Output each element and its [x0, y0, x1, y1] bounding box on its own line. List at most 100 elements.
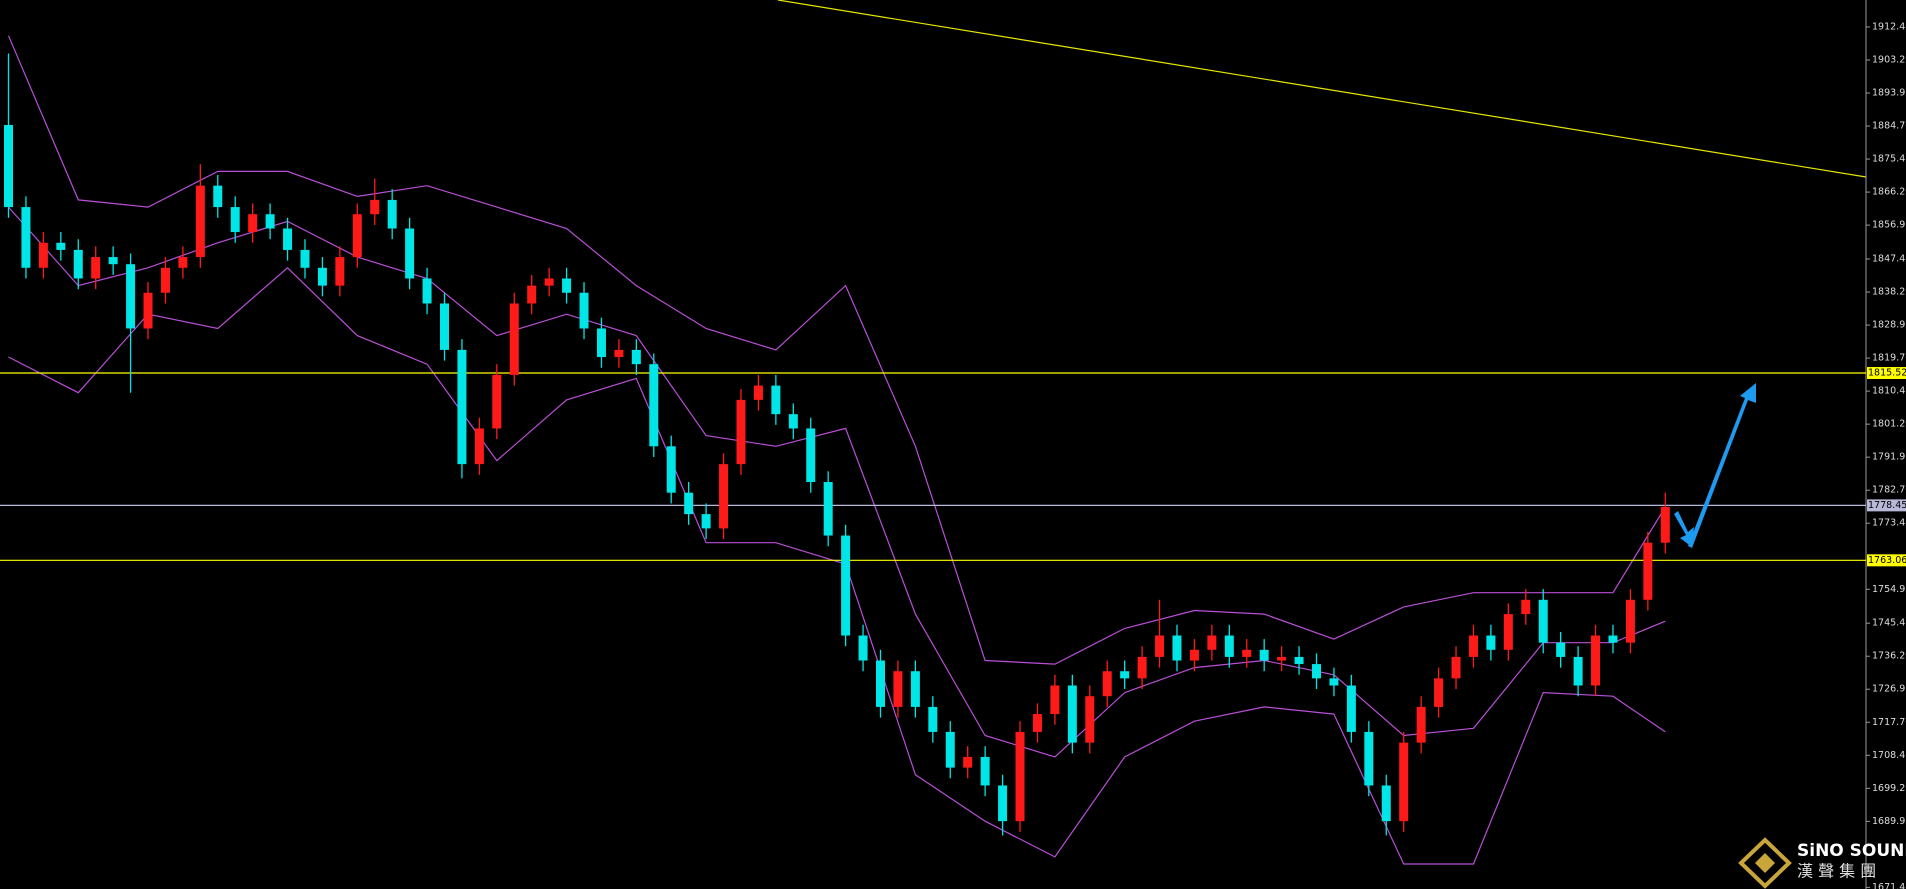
candle-body: [1312, 664, 1321, 679]
y-tick-label: 1838.20: [1872, 287, 1906, 298]
y-tick-label: 1699.20: [1872, 783, 1906, 794]
candle-body: [126, 264, 136, 329]
y-tick-label: 1847.45: [1872, 254, 1906, 265]
candle-body: [440, 303, 449, 350]
y-tick-label: 1708.45: [1872, 750, 1906, 761]
y-tick-label: 1866.20: [1872, 187, 1906, 198]
logo-brand: SiNO SOUND: [1797, 841, 1906, 861]
y-tick-label: 1773.45: [1872, 518, 1906, 529]
trend-line: [777, 0, 1867, 178]
candle-body: [283, 228, 293, 250]
level-label: 1815.52: [1868, 368, 1906, 379]
y-tick-label: 1782.70: [1872, 485, 1906, 496]
y-tick-label: 1671.45: [1872, 882, 1906, 889]
candle-body: [771, 385, 781, 415]
candle-body: [945, 731, 955, 768]
y-tick-label: 1856.95: [1872, 220, 1906, 231]
candle-body: [998, 785, 1008, 822]
candle-body: [317, 267, 327, 286]
candle-body: [1468, 635, 1478, 657]
candle-body: [1573, 656, 1583, 686]
candle-body: [719, 464, 729, 529]
candle-body: [1486, 635, 1496, 650]
logo-diamond-inner: [1755, 853, 1775, 873]
candle-body: [841, 535, 851, 636]
candle-body: [38, 242, 48, 268]
y-tick-label: 1903.20: [1872, 54, 1906, 65]
level-label-box: [1867, 499, 1906, 512]
candle-body: [143, 292, 153, 329]
arrow-up: [1688, 383, 1756, 548]
candle-body: [91, 257, 101, 279]
candle-body: [370, 199, 380, 215]
level-label-box: [1867, 367, 1906, 380]
candle-body: [963, 756, 973, 768]
candle-body: [1259, 649, 1269, 661]
y-tick-label: 1745.45: [1872, 618, 1906, 629]
candle-body: [579, 292, 589, 329]
arrow-down: [1674, 511, 1694, 547]
candle-body: [1329, 678, 1339, 686]
candle-body: [21, 207, 31, 268]
candle-body: [649, 364, 659, 447]
candle-body: [405, 228, 415, 279]
candle-body: [614, 349, 624, 358]
y-tick-label: 1736.20: [1872, 651, 1906, 662]
candle-body: [195, 185, 205, 258]
candle-body: [73, 249, 83, 279]
candle-body: [1050, 685, 1060, 715]
candle-body: [1346, 685, 1356, 732]
candle-body: [1381, 785, 1391, 822]
candle-body: [596, 328, 606, 358]
forecast-arrows: [1674, 383, 1756, 548]
candle-body: [701, 514, 711, 529]
level-label: 1778.45: [1868, 500, 1906, 511]
candle-body: [527, 285, 537, 304]
candle-body: [788, 414, 798, 429]
candle-body: [1102, 671, 1112, 697]
candle-body: [1207, 635, 1217, 650]
candle-body: [108, 257, 118, 265]
candle-body: [666, 446, 676, 493]
candle-body: [1521, 599, 1531, 615]
candle-body: [474, 428, 484, 465]
candle-body: [1399, 742, 1409, 822]
candle-body: [876, 660, 885, 707]
logo: SiNO SOUND 漢 聲 集 團: [1738, 837, 1906, 889]
candle-body: [562, 278, 572, 293]
candle-body: [457, 349, 467, 465]
candle-body: [736, 399, 746, 465]
candle-body: [544, 278, 554, 286]
candle-body: [492, 374, 502, 429]
candle-body: [387, 199, 397, 229]
candle-body: [178, 257, 188, 268]
candle-body: [753, 385, 763, 400]
level-label: 1763.06: [1868, 555, 1906, 566]
candle-body: [823, 481, 833, 536]
plot: [0, 35, 1866, 865]
candle-body: [910, 671, 920, 707]
candle-body: [1503, 614, 1513, 650]
candle-body: [1189, 649, 1199, 661]
candle-body: [300, 249, 310, 268]
candle-body: [1416, 706, 1426, 743]
candle-body: [1067, 685, 1077, 743]
candle-body: [1434, 678, 1444, 707]
y-tick-label: 1884.70: [1872, 121, 1906, 132]
candle-body: [1608, 635, 1618, 643]
level-label-box: [1867, 554, 1906, 567]
candle-body: [684, 492, 694, 515]
candle-body: [858, 635, 868, 661]
candle-body: [1137, 656, 1147, 679]
candle-body: [1172, 635, 1182, 661]
candle-body: [56, 242, 66, 250]
candle-body: [1625, 599, 1635, 643]
y-tick-label: 1810.45: [1872, 386, 1906, 397]
candle-body: [1364, 731, 1374, 786]
y-tick-label: 1893.95: [1872, 88, 1906, 99]
candle-body: [928, 706, 938, 732]
candle-body: [1032, 714, 1042, 732]
candle-body: [1277, 656, 1287, 661]
